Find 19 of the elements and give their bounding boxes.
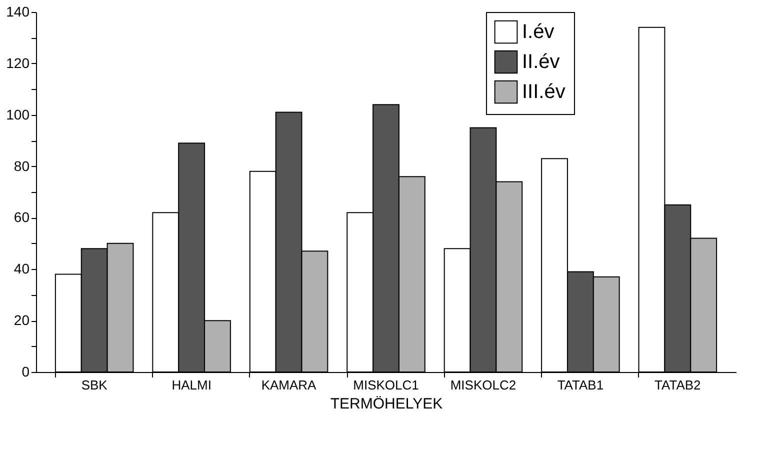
x-tick-label: TATAB2 [654,378,701,392]
y-tick-label: 60 [14,209,30,226]
x-tick-label: MISKOLC1 [353,378,419,392]
legend-label: III.év [522,81,566,103]
legend-label: II.év [522,51,560,73]
y-tick-label: 140 [6,4,30,20]
x-tick-label: KAMARA [261,378,317,392]
x-tick-label: HALMI [172,378,212,392]
x-tick-label: SBK [81,378,108,392]
x-tick-label: MISKOLC2 [450,378,516,392]
y-tick-label: 120 [6,54,30,71]
y-tick-label: 40 [14,260,30,277]
legend-label: I.év [522,21,554,43]
x-axis-title: TERMÖHELYEK [330,396,443,412]
y-tick-label: 0 [22,364,30,380]
x-tick-label: TATAB1 [557,378,604,392]
y-tick-label: 80 [14,158,30,174]
y-tick-label: 100 [6,106,30,122]
y-tick-label: 20 [14,312,30,328]
